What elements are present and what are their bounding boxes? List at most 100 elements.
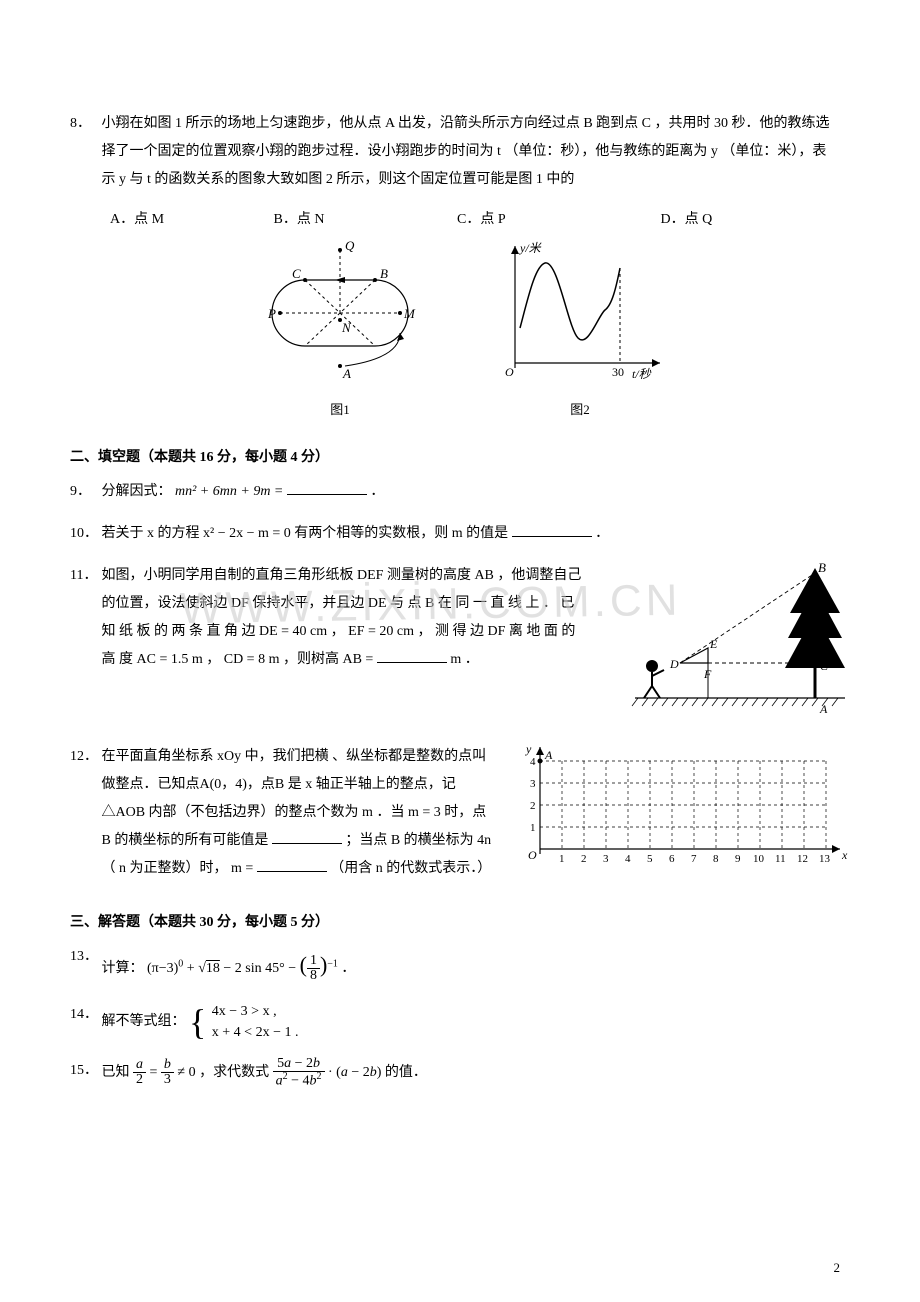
q12-num: 12． <box>70 743 98 771</box>
q8-optD: D．点 Q <box>661 208 781 228</box>
q8-fig2-ylabel: y/米 <box>519 241 543 255</box>
q8-fig1-Q: Q <box>345 238 355 253</box>
q11-num: 11． <box>70 562 98 590</box>
q13-body: 计算： (π−3)0 + √18 − 2 sin 45° − (18)−1 ． <box>102 943 832 987</box>
q8-fig2-svg: 30 O y/米 t/秒 <box>490 238 670 388</box>
q15-body: 已知 a2 = b3 ≠ 0 ，求代数式 5a − 2ba2 − 4b2 · (… <box>102 1057 832 1089</box>
q11-unit: m ． <box>450 652 478 667</box>
q14-line2: x + 4 < 2x − 1 . <box>212 1022 299 1043</box>
q14-body: 解不等式组： { 4x − 3 > x , x + 4 < 2x − 1 . <box>102 1001 832 1043</box>
q8-optC: C．点 P <box>457 208 657 228</box>
page-number: 2 <box>834 1260 841 1276</box>
q10-tail: ． <box>595 526 609 541</box>
q15-tail: 的值． <box>385 1065 427 1080</box>
q8-fig2-30: 30 <box>612 365 624 379</box>
q12-body: 在平面直角坐标系 xOy 中，我们把横 、纵坐标都是整数的点叫做整点．已知点A(… <box>102 743 492 883</box>
q8: 8． 小翔在如图 1 所示的场地上匀速跑步，他从点 A 出发，沿箭头所示方向经过… <box>70 110 850 194</box>
q8-fig1-block: Q C B P M N A 图1 <box>250 238 430 418</box>
q9-expr: mn² + 6mn + 9m = <box>175 484 283 499</box>
q14: 14． 解不等式组： { 4x − 3 > x , x + 4 < 2x − 1… <box>70 1001 850 1043</box>
q14-system: 4x − 3 > x , x + 4 < 2x − 1 . <box>212 1001 299 1043</box>
q8-fig1-N: N <box>341 320 352 335</box>
q8-text: 小翔在如图 1 所示的场地上匀速跑步，他从点 A 出发，沿箭头所示方向经过点 B… <box>102 116 830 187</box>
svg-text:4: 4 <box>625 853 631 865</box>
svg-text:3: 3 <box>603 853 609 865</box>
q12: A y x O 1 2 3 4 1 2 3 4 5 6 7 8 9 10 1 <box>70 743 850 883</box>
svg-text:2: 2 <box>530 800 536 812</box>
svg-text:4: 4 <box>530 756 536 768</box>
q8-num: 8． <box>70 110 98 138</box>
q11-body: 如图，小明同学用自制的直角三角形纸板 DEF 测量树的高度 AB ，他调整自己的… <box>102 562 592 674</box>
q8-body: 小翔在如图 1 所示的场地上匀速跑步，他从点 A 出发，沿箭头所示方向经过点 B… <box>102 110 832 194</box>
q8-fig1-cap: 图1 <box>250 399 430 418</box>
q11: B E D F C A 11． 如图，小明同学用自制的直角三角形纸板 DEF 测… <box>70 562 850 729</box>
q15-text1: 已知 <box>102 1065 134 1080</box>
q11-fig: B E D F C A <box>630 562 850 729</box>
q11-fig-B: B <box>818 562 826 575</box>
q9-body: 分解因式： mn² + 6mn + 9m = ． <box>102 478 832 506</box>
q8-fig2-xlabel: t/秒 <box>632 367 652 381</box>
q14-text: 解不等式组： <box>102 1014 186 1029</box>
q9-num: 9． <box>70 478 98 506</box>
q14-num: 14． <box>70 1001 98 1029</box>
svg-text:9: 9 <box>735 853 741 865</box>
q9-tail: ． <box>370 484 384 499</box>
q12-fig-x: x <box>841 848 848 862</box>
q10: 10． 若关于 x 的方程 x² − 2x − m = 0 有两个相等的实数根，… <box>70 520 850 548</box>
svg-text:8: 8 <box>713 853 719 865</box>
q11-blank <box>377 648 447 663</box>
q8-fig1-C: C <box>292 266 301 281</box>
section3-title: 三、解答题（本题共 30 分，每小题 5 分） <box>70 911 850 931</box>
q11-fig-C: C <box>820 659 829 673</box>
q9-text: 分解因式： <box>102 484 172 499</box>
q10-blank <box>512 522 592 537</box>
q10-body: 若关于 x 的方程 x² − 2x − m = 0 有两个相等的实数根，则 m … <box>102 520 832 548</box>
q15-frac1: a2 = b3 <box>133 1065 177 1080</box>
q13: 13． 计算： (π−3)0 + √18 − 2 sin 45° − (18)−… <box>70 943 850 987</box>
svg-text:1: 1 <box>530 822 536 834</box>
q14-line1: 4x − 3 > x , <box>212 1001 299 1022</box>
q8-fig1-M: M <box>403 306 416 321</box>
q8-fig2-block: 30 O y/米 t/秒 图2 <box>490 238 670 418</box>
q13-text: 计算： <box>102 961 144 976</box>
svg-text:3: 3 <box>530 778 536 790</box>
q8-fig2-O: O <box>505 365 514 379</box>
q12-text3: （用含 n 的代数式表示．） <box>330 861 491 876</box>
svg-text:6: 6 <box>669 853 675 865</box>
svg-text:2: 2 <box>581 853 587 865</box>
q12-fig-y: y <box>525 743 532 756</box>
q12-blank1 <box>272 829 342 844</box>
svg-text:13: 13 <box>819 853 831 865</box>
q8-fig1-svg: Q C B P M N A <box>250 238 430 388</box>
q8-fig1-P: P <box>267 306 276 321</box>
q10-num: 10． <box>70 520 98 548</box>
q12-fig-O: O <box>528 848 537 862</box>
q15: 15． 已知 a2 = b3 ≠ 0 ，求代数式 5a − 2ba2 − 4b2… <box>70 1057 850 1089</box>
q13-expr: (π−3)0 + √18 − 2 sin 45° − (18)−1 ． <box>147 961 355 976</box>
q8-optA: A．点 M <box>110 208 270 228</box>
svg-text:11: 11 <box>775 853 786 865</box>
q8-figs: Q C B P M N A 图1 30 O y/米 <box>70 238 850 418</box>
q8-fig1-A: A <box>342 366 351 381</box>
q8-fig2-cap: 图2 <box>490 399 670 418</box>
q12-fig-A: A <box>544 748 553 762</box>
q11-fig-E: E <box>709 637 718 651</box>
section2-title: 二、填空题（本题共 16 分，每小题 4 分） <box>70 446 850 466</box>
q15-frac2: 5a − 2ba2 − 4b2 · (a − 2b) <box>273 1065 385 1080</box>
brace-left-icon: { <box>189 1002 206 1042</box>
q8-fig1-B: B <box>380 266 388 281</box>
svg-text:10: 10 <box>753 853 765 865</box>
q9-blank <box>287 480 367 495</box>
q11-fig-A: A <box>819 702 828 716</box>
q12-blank2 <box>257 857 327 872</box>
svg-text:7: 7 <box>691 853 697 865</box>
q13-num: 13． <box>70 943 98 971</box>
svg-text:12: 12 <box>797 853 808 865</box>
q9: 9． 分解因式： mn² + 6mn + 9m = ． <box>70 478 850 506</box>
q12-fig: A y x O 1 2 3 4 1 2 3 4 5 6 7 8 9 10 1 <box>520 743 850 880</box>
q15-num: 15． <box>70 1057 98 1085</box>
q8-optB: B．点 N <box>274 208 454 228</box>
svg-text:5: 5 <box>647 853 653 865</box>
q11-fig-D: D <box>669 657 679 671</box>
svg-text:1: 1 <box>559 853 565 865</box>
